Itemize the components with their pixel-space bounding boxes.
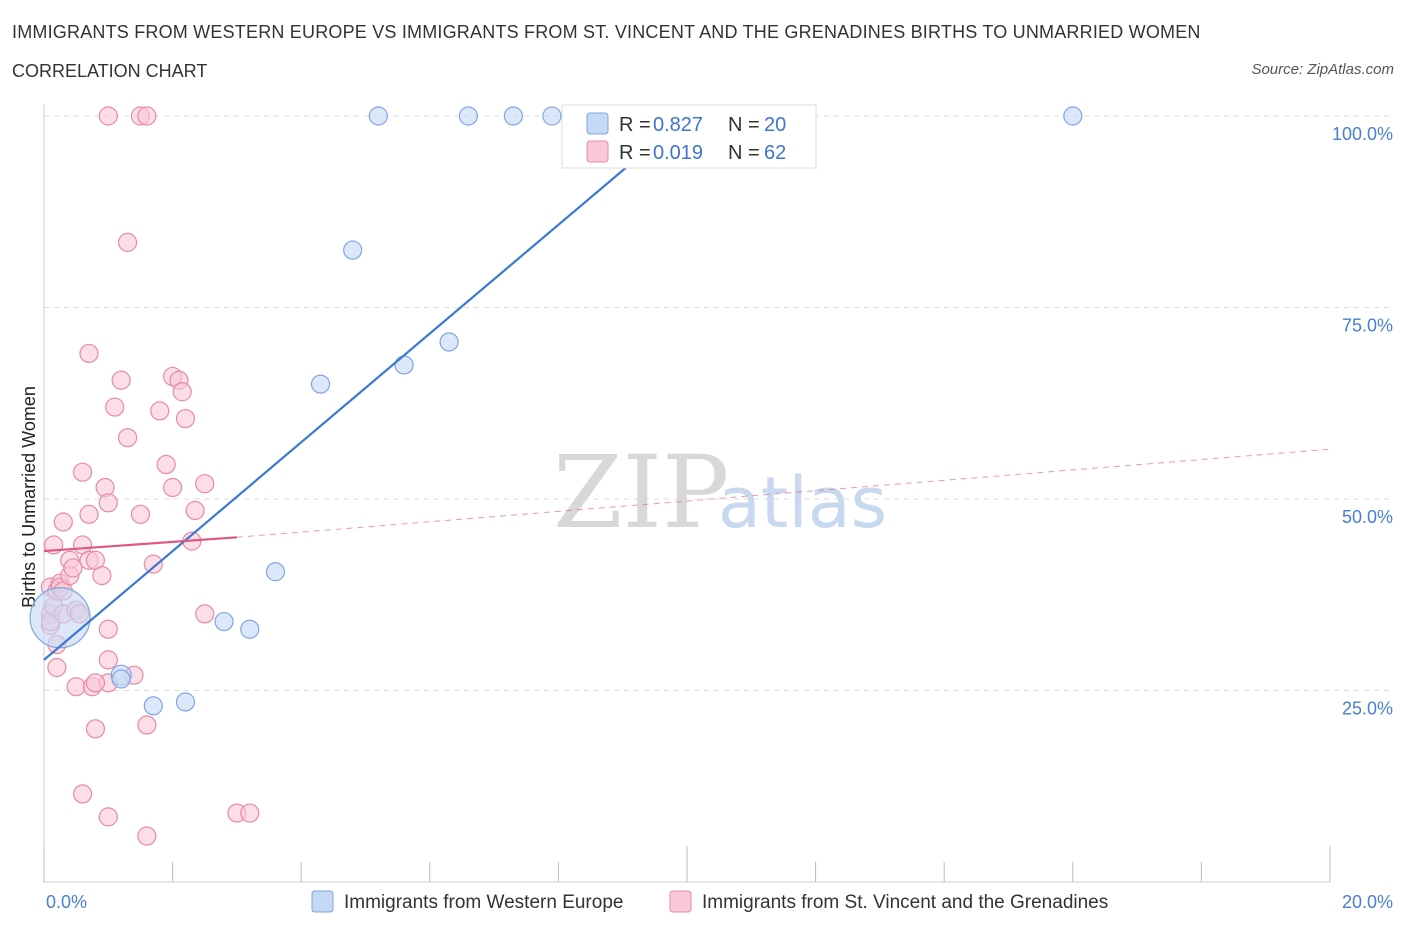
trend-lines: [43, 115, 1331, 661]
pink-point: [72, 462, 93, 482]
pink-point: [98, 619, 118, 639]
legend-blue-r-value: 0.827: [653, 114, 703, 136]
pink-point: [150, 401, 170, 421]
legend-blue-r-label: R =: [619, 114, 651, 136]
y-tick-label: 75.0%: [1342, 316, 1393, 336]
blue-trend-line: [43, 115, 688, 661]
chart-subtitle: CORRELATION CHART: [12, 61, 208, 81]
blue-point: [368, 106, 388, 126]
pink-point: [98, 807, 118, 827]
y-axis-label: Births to Unmarried Women: [19, 386, 39, 608]
legend-blue-n-value: 20: [764, 114, 786, 136]
pink-point: [63, 558, 83, 578]
pink-point: [105, 397, 125, 417]
bottom-legend-pink-swatch: [669, 890, 692, 913]
pink-point: [98, 650, 118, 670]
blue-point: [542, 106, 562, 126]
blue-point: [503, 106, 523, 126]
axes: [43, 104, 1331, 883]
pink-point: [137, 826, 157, 846]
blue-point: [111, 669, 131, 689]
blue-point: [214, 611, 234, 632]
pink-point: [195, 474, 215, 494]
series-pink-points: [40, 106, 260, 846]
legend-blue-swatch: [586, 112, 609, 135]
pink-point: [156, 454, 176, 475]
pink-point: [117, 232, 138, 252]
pink-point: [195, 604, 215, 624]
pink-point: [172, 382, 192, 402]
legend-pink-r-label: R =: [619, 142, 651, 164]
bottom-legend-pink-label: Immigrants from St. Vincent and the Gren…: [702, 892, 1108, 913]
pink-point: [130, 504, 151, 524]
watermark: ZIP atlas: [553, 434, 887, 551]
blue-point: [143, 696, 163, 716]
blue-point: [1063, 106, 1083, 126]
bottom-legend-blue-swatch: [311, 890, 334, 913]
legend-pink-n-value: 62: [764, 142, 786, 164]
pink-point: [137, 106, 157, 126]
blue-point: [343, 240, 363, 260]
watermark-atlas: atlas: [718, 462, 887, 544]
pink-point: [85, 719, 106, 739]
blue-point: [265, 562, 286, 582]
chart-title: IMMIGRANTS FROM WESTERN EUROPE VS IMMIGR…: [12, 22, 1201, 42]
pink-trend-line: [43, 536, 237, 553]
pink-point: [185, 500, 205, 521]
pink-point: [163, 477, 183, 498]
y-tick-label: 100.0%: [1332, 124, 1393, 144]
blue-point: [29, 587, 91, 649]
legend-blue-n-label: N =: [728, 114, 760, 136]
pink-point: [47, 657, 67, 678]
blue-point: [175, 692, 196, 712]
pink-point: [79, 504, 99, 524]
top-legend: R = 0.827 N = 20 R = 0.019 N = 62: [561, 104, 817, 169]
y-tick-label: 25.0%: [1342, 699, 1393, 719]
pink-point: [111, 370, 131, 390]
pink-point: [240, 803, 260, 823]
grid-lines: [44, 115, 1394, 691]
blue-point: [310, 374, 331, 394]
chart-source: Source: ZipAtlas.com: [1251, 61, 1394, 78]
pink-point: [143, 554, 163, 574]
legend-pink-swatch: [586, 140, 609, 163]
pink-point: [53, 512, 73, 532]
blue-point: [394, 355, 414, 375]
blue-point: [240, 619, 260, 639]
pink-point: [117, 428, 138, 448]
pink-point: [92, 565, 112, 586]
x-tick-labels: 0.0% 20.0%: [46, 892, 1393, 912]
pink-point: [137, 715, 157, 735]
x-tick-label: 20.0%: [1342, 892, 1393, 912]
pink-point: [98, 493, 118, 513]
pink-point: [98, 106, 118, 126]
bottom-legend: Immigrants from Western Europe Immigrant…: [311, 890, 1108, 913]
x-tick-label: 0.0%: [46, 892, 87, 912]
legend-pink-r-value: 0.019: [653, 142, 703, 164]
blue-point: [439, 332, 459, 352]
pink-point: [175, 408, 196, 429]
pink-point: [79, 343, 99, 364]
pink-point: [66, 677, 86, 697]
pink-point: [72, 784, 93, 804]
legend-pink-n-label: N =: [728, 142, 760, 164]
bottom-legend-blue-label: Immigrants from Western Europe: [344, 892, 623, 913]
blue-point: [458, 106, 478, 126]
pink-trend-extension: [236, 448, 1331, 538]
watermark-zip: ZIP: [553, 434, 729, 551]
y-tick-label: 50.0%: [1342, 507, 1393, 527]
y-tick-labels: 25.0% 50.0% 75.0% 100.0%: [1332, 124, 1393, 719]
pink-point: [85, 673, 106, 693]
